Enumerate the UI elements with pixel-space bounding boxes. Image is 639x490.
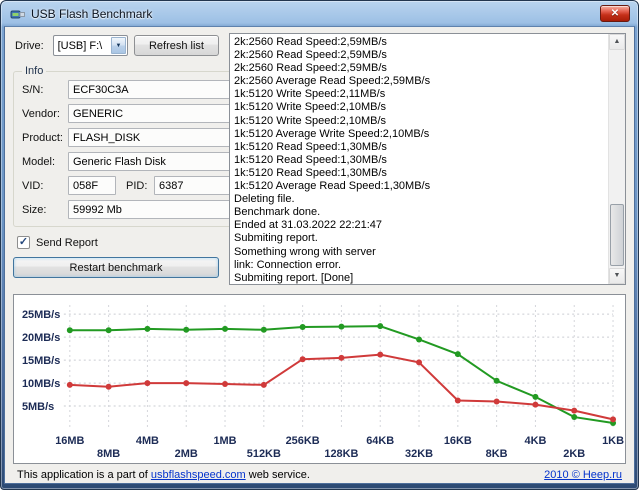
svg-text:20MB/s: 20MB/s xyxy=(22,332,60,344)
svg-text:16MB: 16MB xyxy=(55,435,84,447)
svg-text:2KB: 2KB xyxy=(563,448,585,460)
svg-text:25MB/s: 25MB/s xyxy=(22,309,60,321)
log-line: 2k:2560 Read Speed:2,59MB/s xyxy=(234,36,387,48)
log-line: 1k:5120 Read Speed:1,30MB/s xyxy=(234,166,387,179)
field-label: Model: xyxy=(22,155,56,168)
log-line: Submiting report. [Done] xyxy=(234,271,354,284)
benchmark-chart-svg: 25MB/s 20MB/s 15MB/s 10MB/s 5MB/s 16MB 8MB 4MB 2… xyxy=(22,305,624,460)
log-line: 1k:5120 Average Write Speed:2,10MB/s xyxy=(234,127,430,140)
log-line: Benchmark done. xyxy=(234,206,321,219)
log-line: 2k:2560 Read Speed:2,59MB/s xyxy=(234,49,387,62)
field-label: Size: xyxy=(22,203,47,216)
check-icon: ✓ xyxy=(18,236,29,248)
field-value-input[interactable] xyxy=(68,176,116,195)
app-icon[interactable] xyxy=(10,6,26,22)
scroll-down-button[interactable]: ▼ xyxy=(609,268,625,284)
log-line: 1k:5120 Write Speed:2,10MB/s xyxy=(234,101,387,114)
footer-text-suffix: web service. xyxy=(245,468,310,481)
svg-text:5MB/s: 5MB/s xyxy=(22,401,54,413)
status-bar: This application is a part of usbflashsp… xyxy=(13,464,626,483)
field-label: Vendor: xyxy=(22,107,60,120)
log-line: link: Connection error. xyxy=(234,258,341,271)
drive-combobox-value: [USB] F:\ xyxy=(57,39,103,52)
copyright-link[interactable]: 2010 © Heep.ru xyxy=(544,468,622,481)
usbflashspeed-link[interactable]: usbflashspeed.com xyxy=(150,468,246,481)
drive-combobox[interactable]: [USB] F:\ ▼ xyxy=(52,35,128,56)
svg-text:4MB: 4MB xyxy=(136,435,159,447)
field-label: S/N: xyxy=(22,83,44,96)
field-label: PID: xyxy=(126,179,148,192)
benchmark-log[interactable]: 2k:2560 Read Speed:2,59MB/s 2k:2560 Read … xyxy=(229,33,626,285)
drive-label: Drive: xyxy=(15,39,44,52)
log-line: 2k:2560 Average Read Speed:2,59MB/s xyxy=(234,75,431,88)
send-report-row: ✓ Send Report xyxy=(17,236,217,249)
window-title: USB Flash Benchmark xyxy=(31,6,153,21)
svg-text:16KB: 16KB xyxy=(444,435,472,447)
footer-text-prefix: This application is a part of xyxy=(17,468,151,481)
info-group-label: Info xyxy=(25,65,44,77)
drive-combobox-dropdown-button[interactable]: ▼ xyxy=(110,37,126,54)
send-report-checkbox[interactable]: ✓ xyxy=(17,236,30,249)
refresh-list-button[interactable]: Refresh list xyxy=(133,35,219,56)
log-line: 1k:5120 Write Speed:2,11MB/s xyxy=(234,88,386,101)
svg-text:10MB/s: 10MB/s xyxy=(22,378,60,390)
log-scrollbar[interactable]: ▲ ▼ xyxy=(608,34,625,284)
scroll-up-icon: ▲ xyxy=(613,38,621,46)
svg-text:32KB: 32KB xyxy=(405,448,433,460)
benchmark-chart: 25MB/s 20MB/s 15MB/s 10MB/s 5MB/s 16MB 8MB 4MB 2… xyxy=(13,294,626,464)
log-line: Deleting file. xyxy=(234,193,295,206)
close-button[interactable]: ✕ xyxy=(600,5,630,22)
svg-text:512KB: 512KB xyxy=(247,448,281,460)
svg-text:64KB: 64KB xyxy=(366,435,394,447)
controls-panel: Drive: [USB] F:\ ▼ Refresh list Info S/N… xyxy=(13,33,315,278)
scroll-down-icon: ▼ xyxy=(613,272,621,280)
log-line: 1k:5120 Write Speed:2,10MB/s xyxy=(234,114,387,127)
log-line: 1k:5120 Read Speed:1,30MB/s xyxy=(234,140,387,153)
svg-text:1KB: 1KB xyxy=(602,435,624,447)
window-content: Drive: [USB] F:\ ▼ Refresh list Info S/N… xyxy=(4,26,635,484)
scrollbar-thumb[interactable] xyxy=(610,204,624,266)
svg-text:8MB: 8MB xyxy=(97,448,120,460)
footer-left: This application is a part of usbflashsp… xyxy=(17,469,310,481)
send-report-label[interactable]: Send Report xyxy=(36,236,98,249)
scrollbar-track[interactable] xyxy=(609,50,625,268)
log-line: Ended at 31.03.2022 22:21:47 xyxy=(234,219,383,232)
restart-benchmark-button[interactable]: Restart benchmark xyxy=(13,257,219,278)
chevron-down-icon: ▼ xyxy=(115,42,122,49)
svg-text:8KB: 8KB xyxy=(486,448,508,460)
field-label: VID: xyxy=(22,179,44,192)
log-line: 1k:5120 Read Speed:1,30MB/s xyxy=(234,153,387,166)
title-bar[interactable]: USB Flash Benchmark ✕ xyxy=(4,1,635,26)
close-icon: ✕ xyxy=(610,8,620,19)
log-line: Something wrong with server xyxy=(234,245,376,258)
svg-text:128KB: 128KB xyxy=(324,448,358,460)
svg-text:2MB: 2MB xyxy=(175,448,198,460)
log-lines: 2k:2560 Read Speed:2,59MB/s 2k:2560 Read … xyxy=(234,36,605,284)
svg-text:15MB/s: 15MB/s xyxy=(22,355,60,367)
log-line: 2k:2560 Read Speed:2,59MB/s xyxy=(234,62,387,75)
svg-text:256KB: 256KB xyxy=(286,435,320,447)
field-label: Product: xyxy=(22,131,63,144)
svg-text:4KB: 4KB xyxy=(524,435,546,447)
log-line: 1k:5120 Average Read Speed:1,30MB/s xyxy=(234,180,431,193)
svg-text:1MB: 1MB xyxy=(213,435,236,447)
log-line: Submiting report. xyxy=(234,232,318,245)
scroll-up-button[interactable]: ▲ xyxy=(609,34,625,50)
